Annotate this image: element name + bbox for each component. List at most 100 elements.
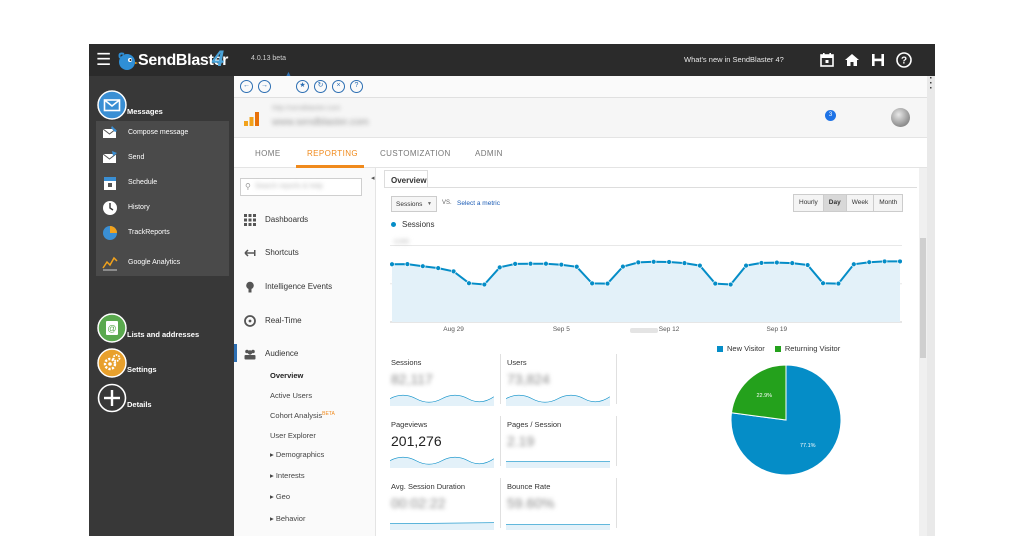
notifications-badge[interactable]: 3: [825, 110, 836, 121]
forward-icon[interactable]: →: [258, 80, 271, 93]
whats-new-link[interactable]: What's new in SendBlaster 4?: [684, 55, 784, 64]
tab-home[interactable]: HOME: [255, 149, 281, 158]
home-icon[interactable]: [843, 51, 861, 69]
pie-slice-returning-visitor[interactable]: [730, 364, 787, 421]
nav-cohort-analysis[interactable]: Cohort AnalysisBETA: [270, 411, 335, 420]
sessions-point[interactable]: [666, 259, 672, 265]
week-button[interactable]: Week: [846, 195, 875, 211]
sessions-point[interactable]: [697, 262, 703, 269]
more-options-icon[interactable]: · · ·: [929, 73, 933, 94]
hamburger-menu-icon[interactable]: ☰: [96, 50, 112, 69]
google-analytics-panel: http://sendblaster.com www.sendblaster.c…: [234, 98, 927, 536]
nav-lists-and-addresses[interactable]: @ Lists and addresses: [97, 313, 237, 345]
sessions-point[interactable]: [758, 260, 765, 266]
sessions-point[interactable]: [497, 264, 503, 271]
sessions-point[interactable]: [774, 259, 780, 266]
sessions-point[interactable]: [589, 280, 595, 287]
scorecard-pages-per-session[interactable]: Pages / Session 2.19: [506, 420, 616, 478]
sessions-point[interactable]: [574, 264, 580, 270]
help-icon[interactable]: ?: [895, 51, 913, 69]
content-scrollbar[interactable]: [919, 168, 927, 536]
scorecard-avg-session-duration[interactable]: Avg. Session Duration 00:02:22: [390, 482, 500, 536]
collapse-nav-icon[interactable]: ◂: [371, 175, 375, 182]
sessions-point[interactable]: [527, 261, 534, 267]
nav-audience[interactable]: Audience: [234, 345, 376, 365]
nav-interests[interactable]: ▸ Interests: [270, 471, 305, 480]
nav-audience-overview[interactable]: Overview: [270, 371, 304, 380]
pie-slice-new-visitor[interactable]: [730, 364, 842, 476]
nav-compose-message[interactable]: Compose message: [96, 121, 229, 146]
star-icon[interactable]: ★: [296, 80, 309, 93]
sessions-point[interactable]: [543, 261, 549, 267]
day-button[interactable]: Day: [823, 195, 847, 211]
tab-divider: [384, 187, 917, 188]
scorecard-bounce-rate[interactable]: Bounce Rate 59.60%: [506, 482, 616, 536]
hourly-button[interactable]: Hourly: [794, 195, 824, 211]
sessions-point[interactable]: [404, 261, 411, 267]
nav-shortcuts[interactable]: Shortcuts: [234, 244, 376, 264]
nav-dashboards[interactable]: Dashboards: [234, 211, 376, 231]
scorecard-pageviews[interactable]: Pageviews 201,276: [390, 420, 500, 478]
account-property[interactable]: www.sendblaster.com: [272, 117, 369, 128]
tab-overview[interactable]: Overview: [384, 170, 428, 188]
sessions-point[interactable]: [435, 265, 441, 271]
chart-resize-handle[interactable]: [630, 328, 658, 333]
sessions-point[interactable]: [558, 261, 565, 268]
nav-history[interactable]: History: [96, 196, 229, 221]
sessions-point[interactable]: [727, 281, 734, 288]
sessions-point[interactable]: [712, 280, 718, 287]
calendar-icon[interactable]: [818, 51, 836, 69]
nav-details[interactable]: Details: [97, 383, 237, 415]
sessions-point[interactable]: [881, 258, 888, 265]
metric-select[interactable]: Sessions ▼: [391, 196, 437, 212]
tab-reporting[interactable]: REPORTING: [307, 149, 359, 158]
sessions-point[interactable]: [851, 261, 857, 267]
select-metric-link[interactable]: Select a metric: [457, 200, 500, 207]
tab-customization[interactable]: CUSTOMIZATION: [380, 149, 451, 158]
sessions-point[interactable]: [820, 280, 826, 286]
sessions-point[interactable]: [804, 262, 811, 268]
sessions-point[interactable]: [681, 260, 688, 266]
info-icon[interactable]: ?: [350, 80, 363, 93]
nav-trackreports[interactable]: TrackReports: [96, 221, 229, 246]
nav-schedule[interactable]: Schedule: [96, 171, 229, 196]
sessions-point[interactable]: [650, 259, 657, 265]
sessions-point[interactable]: [866, 259, 872, 265]
sessions-point[interactable]: [420, 263, 426, 269]
nav-real-time[interactable]: Real-Time: [234, 312, 376, 332]
sessions-point[interactable]: [743, 262, 749, 269]
hub-icon[interactable]: [869, 51, 887, 69]
scorecard-sessions[interactable]: Sessions 82,117: [390, 358, 500, 416]
sessions-point[interactable]: [450, 268, 457, 275]
sessions-point[interactable]: [897, 258, 902, 265]
sessions-point[interactable]: [635, 259, 642, 266]
sessions-point[interactable]: [620, 263, 626, 270]
sessions-point[interactable]: [466, 280, 472, 286]
back-icon[interactable]: ←: [240, 80, 253, 93]
window-scrollbar[interactable]: · · ·: [927, 73, 935, 536]
nav-settings[interactable]: Settings: [97, 348, 237, 380]
scrollbar-thumb[interactable]: [920, 238, 926, 358]
sessions-point[interactable]: [390, 261, 395, 267]
nav-messages[interactable]: Messages: [97, 90, 237, 122]
search-input[interactable]: ⚲ Search reports & help: [240, 178, 362, 196]
sessions-point[interactable]: [512, 261, 518, 267]
sessions-point[interactable]: [835, 280, 842, 287]
nav-behavior[interactable]: ▸ Behavior: [270, 514, 306, 523]
nav-google-analytics[interactable]: Google Analytics: [96, 251, 229, 276]
tab-admin[interactable]: ADMIN: [475, 149, 503, 158]
scorecard-users[interactable]: Users 73,824: [506, 358, 616, 416]
month-button[interactable]: Month: [874, 195, 903, 211]
nav-send[interactable]: Send: [96, 146, 229, 171]
avatar[interactable]: [891, 108, 910, 127]
nav-intelligence-events[interactable]: Intelligence Events: [234, 278, 376, 298]
nav-active-users[interactable]: Active Users: [270, 391, 313, 400]
close-icon[interactable]: ×: [332, 80, 345, 93]
sync-icon[interactable]: ↻: [314, 80, 327, 93]
sessions-point[interactable]: [789, 260, 795, 266]
sessions-point[interactable]: [604, 280, 611, 287]
nav-geo[interactable]: ▸ Geo: [270, 492, 291, 501]
sessions-point[interactable]: [481, 281, 488, 288]
nav-demographics[interactable]: ▸ Demographics: [270, 450, 325, 459]
nav-user-explorer[interactable]: User Explorer: [270, 431, 316, 440]
